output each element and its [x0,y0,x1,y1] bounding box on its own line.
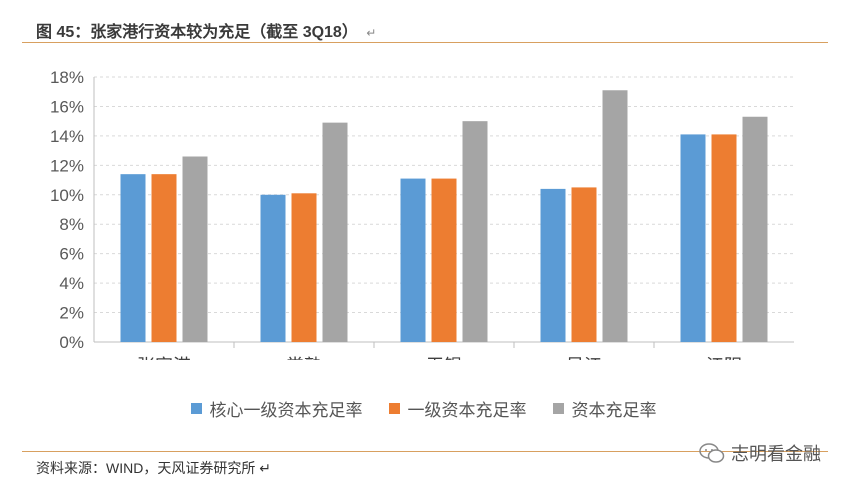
watermark-text: 志明看金融 [731,444,821,464]
chart-title-text: 图 45：张家港行资本较为充足（截至 3Q18） [36,24,358,41]
x-tick-label: 张家港 [137,356,191,360]
bar [540,188,566,342]
title-bar: 图 45：张家港行资本较为充足（截至 3Q18） ↵ [22,6,828,43]
y-tick-label: 4% [59,274,84,293]
watermark: 志明看金融 [699,440,821,466]
bar [260,194,286,342]
y-tick-label: 6% [59,245,84,264]
legend-item: 核心一级资本充足率 [190,396,363,421]
wechat-icon [699,443,725,463]
legend-label: 一级资本充足率 [407,400,527,420]
legend-item: 一级资本充足率 [388,396,527,421]
bar [680,134,706,342]
y-tick-label: 18% [50,68,84,87]
bar [291,193,317,342]
legend-swatch [552,402,564,414]
bar-chart: 0% 2% 4% 6% 8% 10% 12% 14% 16% 18% 张家港 常熟 无锡 吴江 江阴 [50,68,794,360]
source-note: 资料来源：WIND，天风证券研究所 ↵ [36,460,271,476]
legend-swatch [190,402,202,414]
y-tick-label: 14% [50,127,84,146]
chart-title: 图 45：张家港行资本较为充足（截至 3Q18） ↵ [36,18,376,42]
bar [711,134,737,342]
y-tick-label: 10% [50,186,84,205]
y-tick-label: 0% [59,333,84,352]
bar [571,187,597,342]
bar [602,90,628,342]
legend-item: 资本充足率 [552,396,657,421]
x-tick-label: 江阴 [706,356,742,360]
footer-divider [22,451,828,452]
paragraph-mark-icon: ↵ [366,26,377,40]
x-tick-label: 常熟 [286,356,322,360]
y-tick-label: 16% [50,97,84,116]
x-tick-label: 吴江 [566,356,602,360]
legend-swatch [388,402,400,414]
legend-label: 资本充足率 [571,400,657,420]
y-tick-label: 8% [59,215,84,234]
bar [400,178,426,342]
bar [322,122,348,342]
bar [462,121,488,342]
legend-label: 核心一级资本充足率 [209,400,363,420]
bar [431,178,457,342]
y-tick-label: 12% [50,156,84,175]
bar [742,116,768,342]
x-tick-label: 无锡 [426,356,462,360]
bar [182,156,208,342]
bar [151,174,177,342]
chart-legend: 核心一级资本充足率 一级资本充足率 资本充足率 [0,396,847,420]
bar [120,174,146,342]
y-tick-label: 2% [59,304,84,323]
